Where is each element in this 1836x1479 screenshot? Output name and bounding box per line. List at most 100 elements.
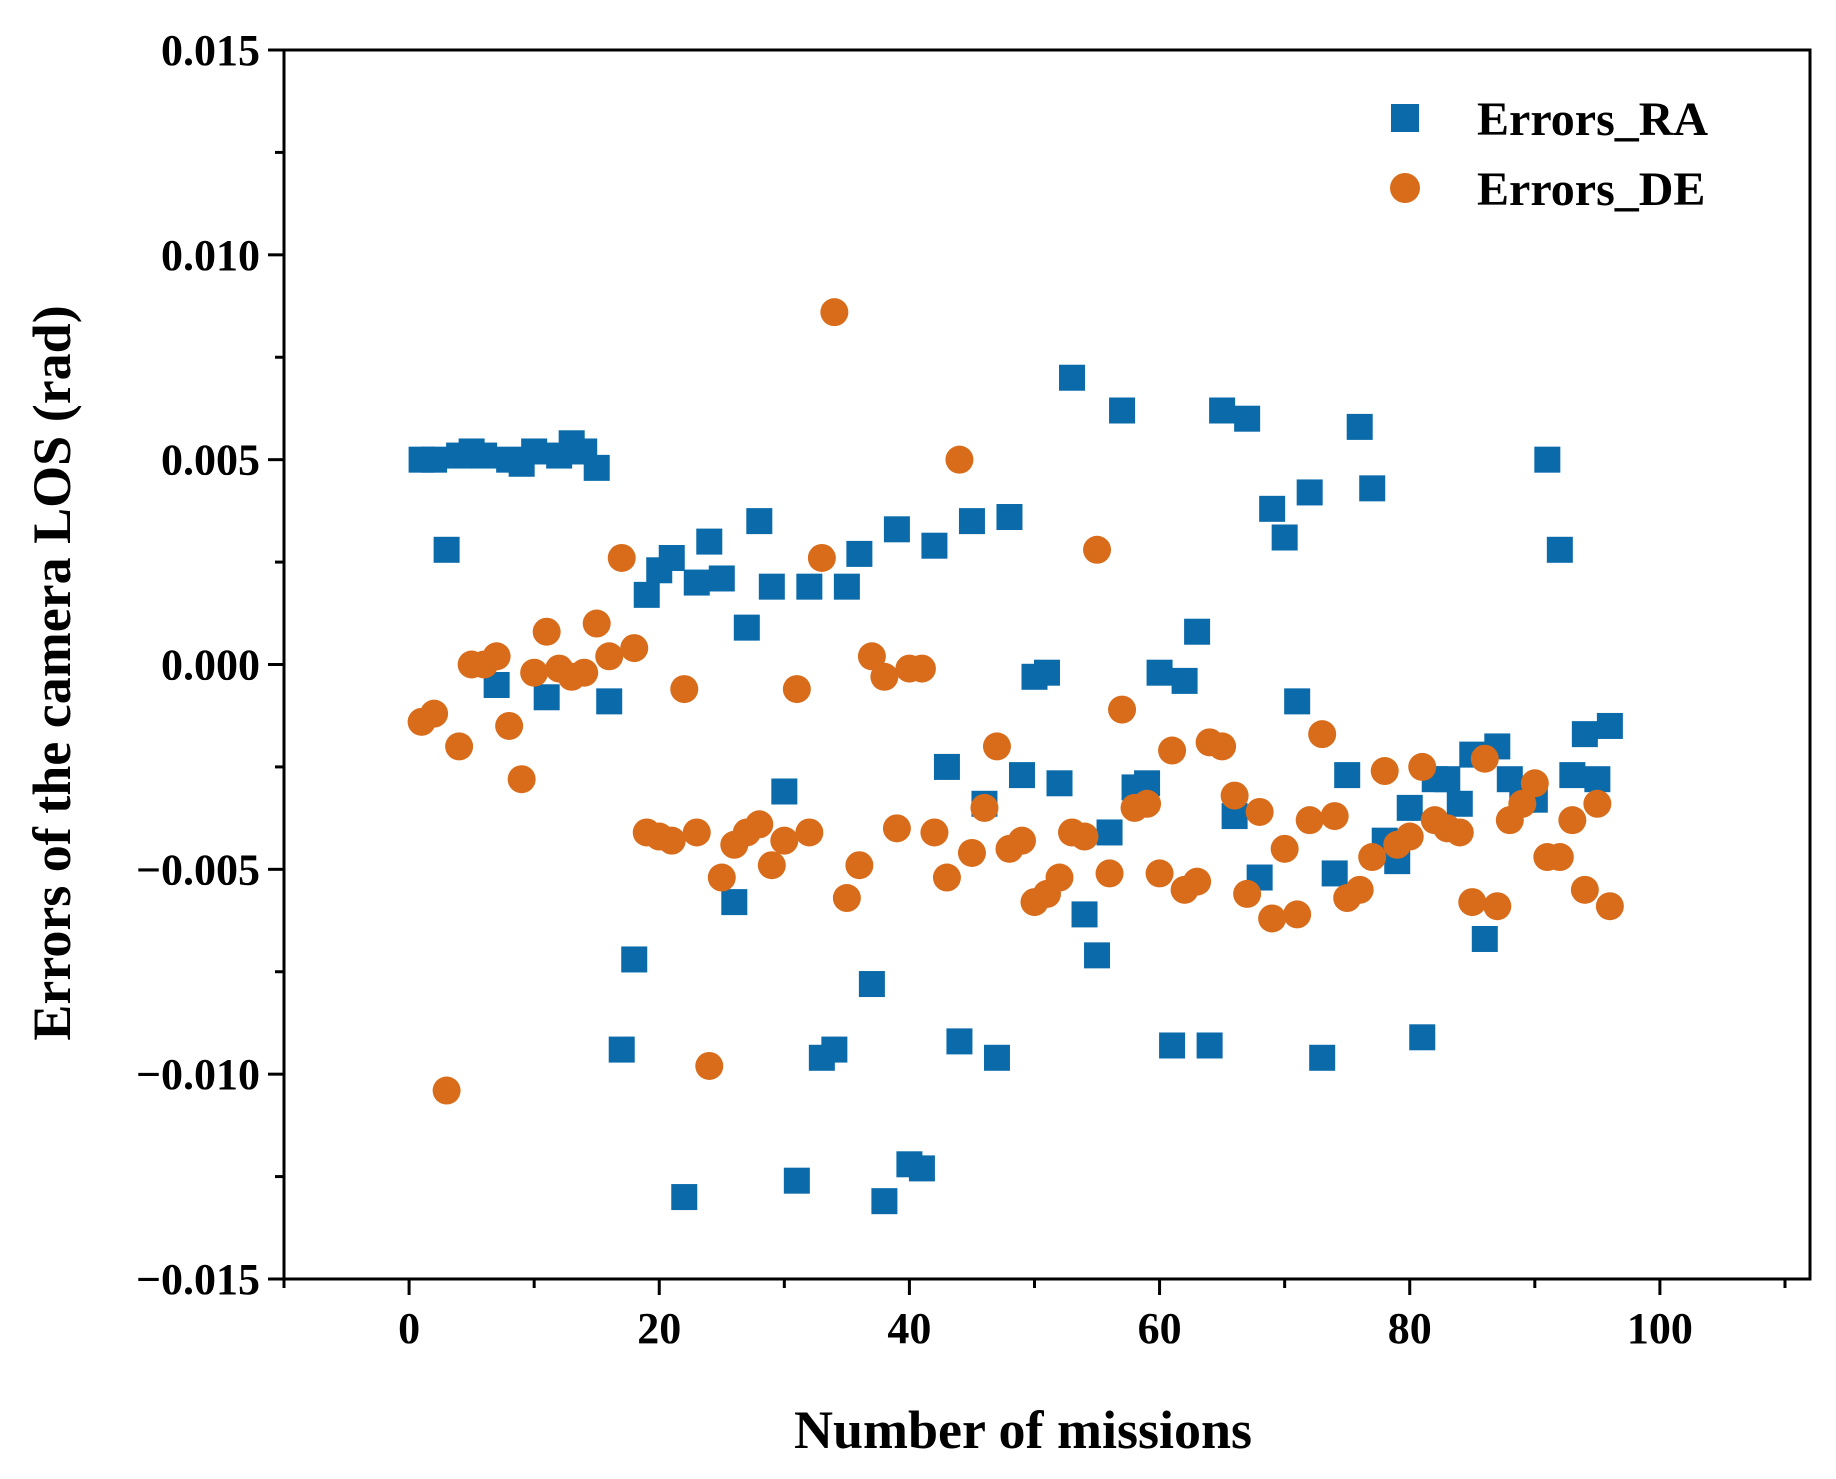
errors-de-point: [582, 609, 611, 638]
errors-ra-point: [1434, 766, 1461, 793]
errors-ra-point: [1259, 495, 1286, 522]
errors-ra-point: [1196, 1032, 1223, 1059]
errors-ra-point: [671, 1184, 698, 1211]
errors-ra-point: [1059, 364, 1086, 391]
x-axis-title: Number of missions: [794, 1400, 1252, 1460]
errors-ra-point: [721, 889, 748, 916]
x-tick-label: 40: [887, 1304, 931, 1353]
errors-de-point: [1395, 822, 1424, 851]
errors-de-point: [520, 658, 549, 687]
y-tick-label: −0.015: [136, 1255, 260, 1304]
legend-label-errors-de: Errors_DE: [1477, 163, 1705, 216]
errors-de-point: [507, 765, 536, 794]
errors-ra-point: [946, 1028, 973, 1055]
errors-de-point: [1545, 843, 1574, 872]
errors-de-point: [1183, 867, 1212, 896]
errors-ra-point: [1346, 413, 1373, 440]
legend: Errors_RA Errors_DE: [1390, 93, 1708, 216]
errors-de-point: [1595, 892, 1624, 921]
errors-ra-point: [1359, 475, 1386, 502]
errors-de-point: [982, 732, 1011, 761]
errors-de-point: [1295, 806, 1324, 835]
errors-de-point: [1520, 769, 1549, 798]
errors-de-point: [745, 810, 774, 839]
errors-ra-point: [983, 1044, 1010, 1071]
errors-ra-point: [858, 971, 885, 998]
errors-de-point: [1320, 802, 1349, 831]
errors-de-point: [1558, 806, 1587, 835]
errors-de-point: [1245, 797, 1274, 826]
errors-de-point: [620, 634, 649, 663]
errors-de-point: [932, 863, 961, 892]
errors-de-point: [682, 818, 711, 847]
x-tick-label: 20: [637, 1304, 681, 1353]
errors-de-point: [820, 298, 849, 327]
errors-de-point: [957, 838, 986, 867]
errors-ra-point: [1446, 790, 1473, 817]
errors-ra-point: [1271, 524, 1298, 551]
errors-ra-point: [1321, 860, 1348, 887]
x-tick-label: 0: [398, 1304, 420, 1353]
errors-ra-point: [471, 442, 498, 469]
errors-de-point: [807, 543, 836, 572]
errors-ra-point: [633, 581, 660, 608]
errors-ra-point: [1184, 618, 1211, 645]
errors-de-point: [870, 662, 899, 691]
errors-de-point: [1145, 859, 1174, 888]
errors-ra-point: [1209, 397, 1236, 424]
errors-ra-point: [733, 614, 760, 641]
errors-de-point: [1270, 834, 1299, 863]
errors-ra-point: [1546, 536, 1573, 563]
errors-ra-point: [1071, 901, 1098, 928]
errors-ra-point: [921, 532, 948, 559]
errors-ra-point: [1159, 1032, 1186, 1059]
errors-de-point: [1583, 789, 1612, 818]
errors-de-point: [695, 1051, 724, 1080]
y-tick-label: −0.005: [136, 845, 260, 894]
errors-de-point: [1483, 892, 1512, 921]
errors-ra-point: [746, 508, 773, 535]
errors-ra-point: [421, 446, 448, 473]
errors-de-point: [670, 675, 699, 704]
errors-de-point: [482, 642, 511, 671]
legend-marker-errors-ra: [1391, 104, 1419, 132]
errors-de-point: [882, 814, 911, 843]
errors-ra-point: [1471, 925, 1498, 952]
errors-de-point: [595, 642, 624, 671]
errors-de-point: [495, 711, 524, 740]
errors-de-point: [1308, 720, 1337, 749]
errors-de-point: [1070, 822, 1099, 851]
errors-ra-point: [1171, 667, 1198, 694]
y-tick-label: 0.005: [161, 436, 260, 485]
errors-de-point: [1408, 752, 1437, 781]
y-axis: −0.015 −0.010 −0.005 0.000 0.005 0.010 0.015: [136, 26, 284, 1304]
errors-ra-point: [696, 528, 723, 555]
y-tick-label: 0.015: [161, 26, 260, 75]
errors-de-point: [1283, 900, 1312, 929]
x-tick-label: 100: [1627, 1304, 1693, 1353]
errors-de-point: [1220, 781, 1249, 810]
errors-de-point: [1233, 879, 1262, 908]
errors-ra-point: [608, 1036, 635, 1063]
errors-de-point: [707, 863, 736, 892]
errors-de-point: [532, 617, 561, 646]
errors-ra-point: [908, 1155, 935, 1182]
errors-ra-point: [1334, 762, 1361, 789]
x-tick-label: 60: [1138, 1304, 1182, 1353]
errors-ra-point: [621, 946, 648, 973]
errors-ra-point: [1046, 770, 1073, 797]
errors-de-point: [907, 654, 936, 683]
errors-ra-point: [1109, 397, 1136, 424]
errors-ra-point: [958, 508, 985, 535]
errors-ra-point: [933, 753, 960, 780]
errors-de-point: [1208, 732, 1237, 761]
errors-de-point: [757, 851, 786, 880]
errors-ra-point: [533, 684, 560, 711]
errors-ra-point: [1034, 659, 1060, 686]
errors-ra-point: [771, 778, 798, 805]
errors-ra-point: [821, 1036, 848, 1063]
errors-ra-point: [1146, 659, 1173, 686]
errors-de-point: [1095, 859, 1124, 888]
errors-ra-point: [1584, 766, 1611, 793]
